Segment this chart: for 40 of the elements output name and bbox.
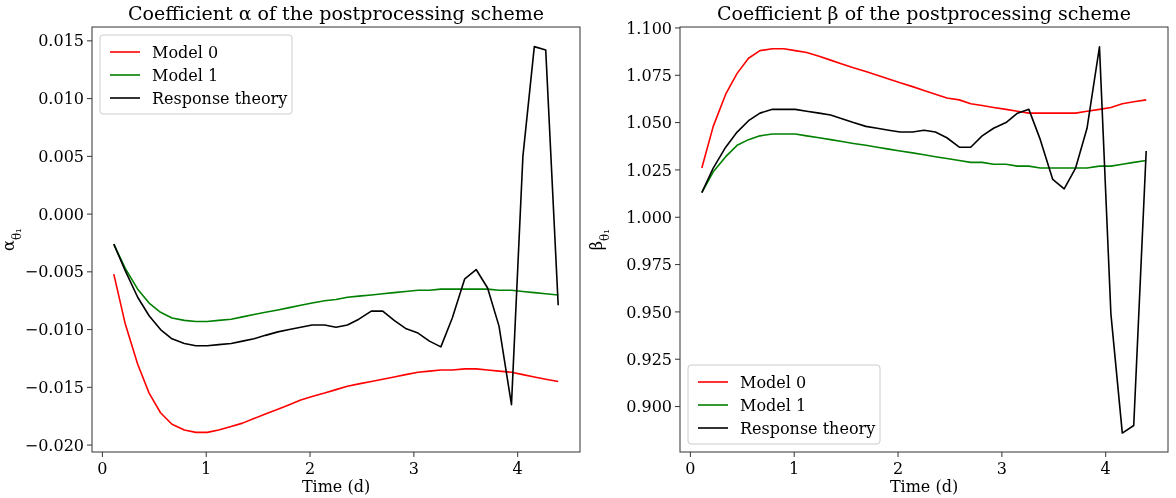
y-tick-label: 1.050: [626, 113, 672, 133]
x-tick-label: 2: [304, 459, 316, 478]
x-tick-label: 4: [512, 459, 523, 478]
legend-label: Model 1: [152, 65, 219, 85]
legend-label: Model 0: [740, 372, 807, 392]
y-tick-label: −0.015: [24, 377, 84, 397]
x-tick-label: 1: [201, 459, 212, 478]
y-tick-label: 0.950: [626, 302, 672, 322]
line-series: [113, 273, 559, 434]
y-tick-label: 1.000: [626, 207, 672, 227]
chart-title: Coefficient α of the postprocessing scheme: [128, 2, 544, 24]
line-series: [113, 45, 559, 406]
y-tick-label: 0.925: [626, 349, 672, 369]
x-tick-label: 2: [892, 459, 904, 478]
y-tick-label: 1.100: [626, 18, 672, 38]
y-tick-label: −0.020: [24, 435, 84, 455]
x-tick-label: 3: [408, 459, 419, 478]
x-axis-title: Time (d): [301, 477, 371, 496]
chart-title: Coefficient β of the postprocessing scheme: [716, 2, 1132, 24]
x-tick-label: 1: [789, 459, 800, 478]
x-axis-title: Time (d): [889, 477, 959, 496]
y-tick-label: 0.000: [38, 204, 84, 224]
y-tick-label: 1.075: [626, 65, 672, 85]
x-tick-label: 3: [996, 459, 1007, 478]
x-tick-label: 0: [685, 459, 696, 478]
legend-label: Response theory: [740, 418, 876, 438]
y-tick-label: 0.005: [38, 146, 84, 166]
y-tick-label: 0.015: [38, 31, 84, 51]
y-tick-label: 0.010: [38, 89, 84, 109]
x-tick-label: 4: [1100, 459, 1111, 478]
line-series: [701, 47, 1147, 169]
y-tick-label: 0.900: [626, 397, 672, 417]
y-tick-label: −0.005: [24, 262, 84, 282]
legend-label: Response theory: [152, 88, 288, 108]
y-tick-label: 0.975: [626, 255, 672, 275]
legend-label: Model 0: [152, 42, 219, 62]
x-tick-label: 0: [97, 459, 108, 478]
legend-label: Model 1: [740, 395, 807, 415]
y-tick-label: −0.010: [24, 320, 84, 340]
y-tick-label: 1.025: [626, 160, 672, 180]
